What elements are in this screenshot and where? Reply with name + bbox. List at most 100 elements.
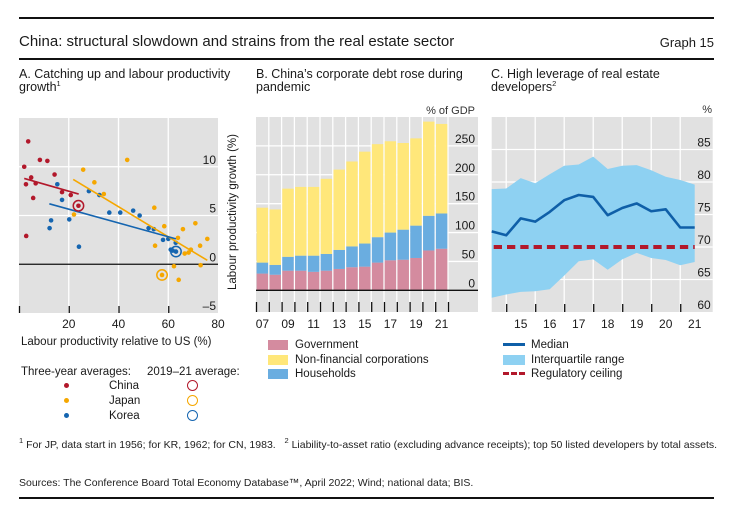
bar-stack-19 bbox=[410, 138, 422, 291]
x-tick-label: 21 bbox=[688, 317, 702, 331]
x-tick-label: 09 bbox=[281, 317, 295, 331]
bar-households bbox=[423, 215, 435, 251]
korea-2019-21-average-point bbox=[173, 249, 179, 254]
y-tick-label: 150 bbox=[455, 190, 475, 204]
y-tick-label: 75 bbox=[697, 201, 711, 215]
korea-data-point bbox=[130, 208, 136, 213]
legend-label-regulatory-ceiling: Regulatory ceiling bbox=[531, 368, 623, 380]
x-tick-label: 16 bbox=[543, 317, 557, 331]
graph-title: China: structural slowdown and strains f… bbox=[19, 33, 455, 50]
bar-stack-10 bbox=[295, 186, 307, 291]
top-rule bbox=[19, 17, 714, 19]
japan-ring-icon bbox=[187, 395, 198, 406]
bar-households bbox=[282, 256, 294, 271]
japan-data-point bbox=[182, 251, 187, 256]
bar-government bbox=[333, 268, 345, 291]
x-tick-label: 18 bbox=[601, 317, 615, 331]
y-tick-label: –5 bbox=[203, 299, 217, 313]
china-dot-icon bbox=[64, 383, 69, 388]
china-data-point bbox=[68, 192, 74, 198]
china-data-point bbox=[21, 164, 27, 170]
bar-non-financial-corporations bbox=[320, 178, 333, 254]
bar-non-financial-corporations bbox=[423, 121, 435, 216]
bar-households bbox=[346, 246, 358, 268]
panel-b-title-text: B. China’s corporate debt rose during pa… bbox=[256, 67, 463, 94]
y-tick-label: 250 bbox=[455, 132, 475, 146]
bar-non-financial-corporations bbox=[384, 141, 397, 233]
legend-label-korea: Korea bbox=[109, 410, 140, 422]
legend-label-median: Median bbox=[531, 339, 569, 351]
median-line bbox=[491, 193, 695, 237]
china-data-point bbox=[23, 233, 29, 239]
bar-non-financial-corporations bbox=[295, 186, 307, 256]
regulatory-ceiling-dash-icon bbox=[503, 372, 525, 375]
legend-label-government: Government bbox=[295, 339, 359, 351]
bar-government bbox=[295, 270, 307, 291]
x-tick-label: 13 bbox=[333, 317, 347, 331]
china-2019-21-average-point bbox=[76, 203, 81, 209]
footnote-1-text: For JP, data start in 1956; for KR, 1962… bbox=[26, 439, 276, 451]
china-ring-icon bbox=[187, 380, 198, 391]
japan-data-point bbox=[101, 191, 107, 197]
y-tick-label: 85 bbox=[697, 136, 711, 150]
bar-households bbox=[333, 249, 345, 269]
x-tick-label: 11 bbox=[307, 317, 320, 331]
x-tick-label: 80 bbox=[211, 317, 225, 331]
japan-data-point bbox=[175, 235, 181, 241]
japan-data-point bbox=[171, 263, 177, 269]
x-tick-label: 40 bbox=[112, 317, 126, 331]
china-2019-21-average-ring bbox=[72, 199, 85, 212]
japan-data-point bbox=[198, 262, 203, 268]
japan-2019-21-average-point bbox=[159, 272, 165, 278]
footnote-1-mark: 1 bbox=[19, 436, 24, 445]
x-tick-label: 17 bbox=[572, 317, 586, 331]
bar-government bbox=[346, 267, 358, 291]
panel-c-chart: 15 16 17 18 19 20 21 60 65 70 75 80 85 bbox=[491, 117, 713, 331]
bar-households bbox=[384, 232, 397, 261]
japan-trend-line bbox=[72, 178, 208, 262]
japan-data-point bbox=[193, 221, 198, 226]
bar-households bbox=[435, 213, 448, 249]
bar-non-financial-corporations bbox=[333, 169, 345, 250]
panel-a-title-text: A. Catching up and labour productivity g… bbox=[19, 67, 231, 94]
korea-data-point bbox=[55, 182, 60, 187]
households-swatch-icon bbox=[268, 369, 288, 379]
china-trend-line bbox=[24, 177, 79, 195]
bar-non-financial-corporations bbox=[256, 207, 269, 263]
bar-households bbox=[295, 255, 307, 271]
bar-government bbox=[282, 270, 294, 291]
korea-data-point bbox=[146, 225, 151, 231]
bar-government bbox=[423, 250, 435, 291]
korea-ring-icon bbox=[187, 410, 198, 421]
bar-government bbox=[397, 259, 409, 291]
japan-data-point bbox=[71, 212, 77, 217]
japan-data-point bbox=[197, 243, 203, 249]
japan-data-point bbox=[80, 167, 86, 172]
bar-stack-12 bbox=[320, 178, 333, 291]
korea-data-point bbox=[59, 197, 65, 203]
y-tick-label: 80 bbox=[697, 168, 711, 182]
bar-stack-07 bbox=[256, 207, 269, 291]
series-korea bbox=[47, 182, 179, 253]
japan-data-point bbox=[176, 277, 181, 283]
legend-label-nfc: Non-financial corporations bbox=[295, 354, 429, 366]
china-data-point bbox=[23, 182, 29, 187]
footnote-ref-2: 2 bbox=[552, 79, 557, 88]
bar-stack-20 bbox=[423, 121, 435, 291]
y-tick-label: 60 bbox=[697, 298, 711, 312]
x-tick-label: 20 bbox=[659, 317, 673, 331]
y-tick-label: 65 bbox=[697, 266, 711, 280]
legend-heading-2019-21: 2019–21 average: bbox=[147, 366, 240, 378]
footnote-ref-1: 1 bbox=[56, 79, 61, 88]
bar-households bbox=[410, 225, 422, 258]
x-tick-label: 15 bbox=[514, 317, 528, 331]
bar-government bbox=[307, 271, 320, 291]
bar-households bbox=[320, 253, 333, 271]
header-rule bbox=[19, 58, 714, 60]
bar-households bbox=[371, 237, 384, 263]
korea-2019-21-average-ring bbox=[170, 245, 182, 258]
korea-trend-line bbox=[49, 203, 177, 240]
footnote-2-text: Liability-to-asset ratio (excluding adva… bbox=[291, 439, 718, 451]
legend-label-households: Households bbox=[295, 368, 356, 380]
